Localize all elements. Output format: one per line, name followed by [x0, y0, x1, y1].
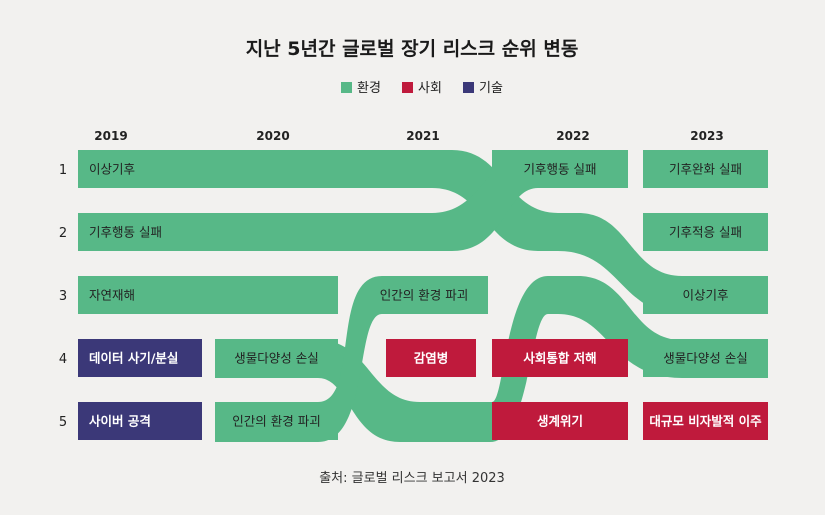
- legend-label-env: 환경: [357, 81, 381, 96]
- source-note: 출처: 글로벌 리스크 보고서 2023: [319, 471, 505, 486]
- cell-label-3-1: 기후행동 실패: [524, 162, 597, 177]
- cell-label-2-4: 감염병: [414, 351, 449, 366]
- cell-box-0-1: [78, 150, 202, 188]
- legend-label-tech: 기술: [479, 81, 503, 96]
- cell-box-4-5: [643, 402, 768, 440]
- cell-box-2-4: [386, 339, 476, 377]
- cell-box-0-3: [78, 276, 202, 314]
- cell-box-1-5: [215, 402, 338, 440]
- rank-label-1: 1: [59, 163, 67, 178]
- cell-box-0-5: [78, 402, 202, 440]
- cell-label-0-5: 사이버 공격: [89, 414, 151, 429]
- cell-label-4-2: 기후적응 실패: [669, 225, 742, 240]
- cell-label-2-3: 인간의 환경 파괴: [380, 288, 468, 303]
- year-label-2021: 2021: [406, 129, 439, 143]
- cell-label-3-4: 사회통합 저해: [523, 351, 596, 366]
- legend-swatch-tech: [463, 82, 474, 93]
- rank-label-4: 4: [59, 352, 67, 367]
- cell-label-1-4: 생물다양성 손실: [234, 351, 318, 366]
- cell-box-3-5: [492, 402, 628, 440]
- rank-label-2: 2: [59, 226, 67, 241]
- cell-label-4-4: 생물다양성 손실: [663, 351, 747, 366]
- cell-label-0-4: 데이터 사기/분실: [89, 351, 178, 366]
- year-label-2023: 2023: [690, 129, 723, 143]
- cell-box-4-2: [643, 213, 768, 251]
- cell-label-0-2: 기후행동 실패: [89, 225, 162, 240]
- year-label-2019: 2019: [94, 129, 127, 143]
- cell-box-4-1: [643, 150, 768, 188]
- cell-box-4-4: [643, 339, 768, 377]
- cell-box-0-2: [78, 213, 202, 251]
- legend-swatch-soc: [402, 82, 413, 93]
- legend-label-soc: 사회: [418, 81, 442, 96]
- cell-label-1-5: 인간의 환경 파괴: [232, 414, 320, 429]
- legend: 환경 사회 기술: [341, 81, 503, 96]
- rank-axis: 1 2 3 4 5: [59, 163, 67, 430]
- cell-label-0-3: 자연재해: [89, 288, 135, 303]
- cell-label-4-1: 기후완화 실패: [669, 162, 742, 177]
- cell-box-1-4: [215, 339, 338, 377]
- legend-swatch-env: [341, 82, 352, 93]
- year-label-2022: 2022: [556, 129, 589, 143]
- ribbon-human-environmental-damage: [215, 276, 488, 442]
- rank-label-3: 3: [59, 289, 67, 304]
- cell-box-3-1: [492, 150, 628, 188]
- cell-box-0-4: [78, 339, 202, 377]
- rank-label-5: 5: [59, 415, 67, 430]
- year-axis: 2019 2020 2021 2022 2023: [94, 129, 723, 143]
- cell-label-3-5: 생계위기: [537, 414, 583, 429]
- ribbon-climate-action-failure: [78, 150, 628, 251]
- cell-label-4-5: 대규모 비자발적 이주: [649, 414, 762, 429]
- chart-title: 지난 5년간 글로벌 장기 리스크 순위 변동: [246, 38, 579, 60]
- year-label-2020: 2020: [256, 129, 289, 143]
- cell-label-4-3: 이상기후: [682, 288, 728, 303]
- cell-box-3-4: [492, 339, 628, 377]
- cell-label-0-1: 이상기후: [89, 162, 135, 177]
- cell-box-4-3: [643, 276, 768, 314]
